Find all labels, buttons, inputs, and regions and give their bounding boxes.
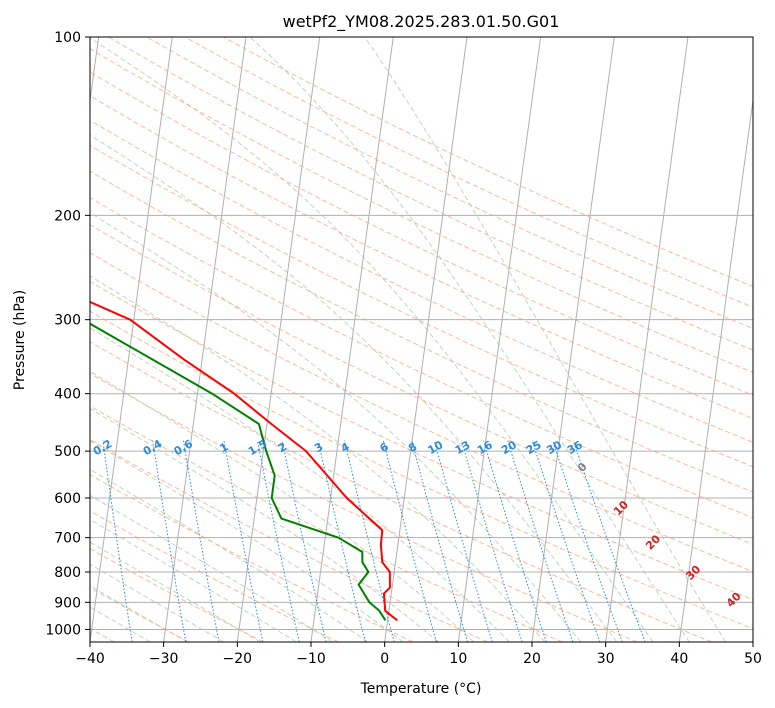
x-tick-label: −20	[223, 651, 253, 667]
x-axis-ticks: −40 −30 −20 −10 0 10 20 30 40 50	[75, 642, 762, 667]
dry-adiabat-line	[90, 252, 753, 573]
y-tick-label: 100	[54, 30, 81, 46]
x-tick-label: 40	[670, 651, 688, 667]
isotherm-line	[678, 96, 753, 642]
mixing-ratio-line	[507, 440, 574, 642]
mixing-ratio-line	[152, 440, 187, 642]
moist-adiabat-line	[90, 518, 297, 642]
x-tick-label: 20	[523, 651, 541, 667]
moist-adiabat-line	[90, 212, 582, 642]
temperature-profile	[90, 300, 398, 622]
moist-adiabat-line	[90, 585, 188, 642]
isotherm-line	[163, 37, 247, 642]
mixing-ratio-line	[257, 440, 300, 642]
y-tick-label: 400	[54, 387, 81, 403]
x-tick-label: 50	[744, 651, 762, 667]
mixing-ratio-line	[281, 440, 327, 642]
dry-adiabat-line	[90, 71, 753, 396]
y-tick-label: 700	[54, 531, 81, 547]
isotherm-line	[236, 37, 321, 642]
x-tick-label: −10	[296, 651, 326, 667]
moist-adiabat-line	[90, 563, 225, 642]
moist-adiabat-line	[90, 275, 546, 642]
y-tick-label: 1000	[45, 622, 81, 638]
dry-adiabat-line	[90, 474, 414, 642]
moist-adiabat-line	[90, 541, 261, 642]
y-axis-ticks: 1000 900 800 700 600 500 400 300 200 100	[45, 30, 90, 638]
mixing-ratio-line	[531, 440, 601, 642]
mixing-ratio-line	[483, 440, 547, 642]
plot-frame	[89, 36, 754, 643]
dewpoint-profile	[90, 322, 387, 621]
x-tick-label: −30	[149, 651, 179, 667]
isotherm-line	[90, 37, 173, 642]
mixing-ratio-line	[317, 440, 366, 642]
moist-adiabat-line	[90, 327, 510, 642]
mixing-ratio-line	[433, 440, 493, 642]
dry-adiabat-line	[90, 170, 753, 493]
moist-adiabat-line	[90, 440, 404, 642]
moist-adiabat-line	[90, 407, 439, 642]
isotherm-line	[605, 37, 689, 642]
x-tick-label: −40	[75, 651, 105, 667]
moist-adiabat-line	[90, 370, 475, 642]
chart-title: wetPf2_YM08.2025.283.01.50.G01	[283, 12, 560, 32]
dry-adiabat-line	[90, 224, 753, 545]
moist-adiabat-line	[90, 468, 368, 642]
x-axis-label: Temperature (°C)	[360, 681, 482, 697]
moist-adiabat-line	[90, 37, 654, 642]
y-tick-label: 900	[54, 595, 81, 611]
mixing-ratio-line	[344, 440, 395, 642]
dry-adiabat-line	[184, 37, 753, 308]
dry-adiabat-line	[90, 48, 753, 373]
mixing-ratio-lines	[102, 440, 646, 642]
isotherm-line	[457, 37, 542, 642]
y-tick-label: 300	[54, 313, 81, 329]
isotherm-line	[310, 37, 394, 642]
x-tick-label: 10	[449, 651, 467, 667]
mixing-ratio-line	[411, 440, 468, 642]
plot-area: 0.10.20.40.611.52346810131620253036-100-…	[90, 37, 753, 642]
y-axis-label: Pressure (hPa)	[12, 290, 28, 390]
y-tick-label: 800	[54, 565, 81, 581]
dry-adiabat-line	[90, 341, 712, 642]
moist-adiabat-line	[249, 37, 690, 642]
mixing-ratio-line	[182, 440, 220, 642]
dry-adiabat-line	[90, 119, 753, 443]
mixing-ratio-line	[102, 440, 133, 642]
grid-lines	[90, 37, 753, 642]
dry-adiabat-line	[90, 439, 488, 642]
dry-adiabat-line	[90, 310, 753, 630]
dry-adiabat-line	[90, 281, 753, 601]
y-tick-label: 500	[54, 444, 81, 460]
dry-adiabat-line	[222, 37, 753, 287]
mixing-ratio-line	[382, 440, 437, 642]
isotherm-line	[384, 37, 468, 642]
sounding-series	[90, 300, 398, 622]
dry-adiabat-line	[108, 37, 753, 351]
x-tick-label: 0	[380, 651, 389, 667]
x-tick-label: 30	[597, 651, 615, 667]
moist-adiabats	[90, 37, 726, 642]
mixing-ratio-line	[572, 440, 646, 642]
isotherm-line	[531, 37, 615, 642]
y-tick-label: 200	[54, 208, 81, 224]
moist-adiabat-line	[364, 37, 726, 642]
mixing-ratio-line	[461, 440, 523, 642]
y-tick-label: 600	[54, 491, 81, 507]
mixing-ratio-line	[223, 440, 264, 642]
